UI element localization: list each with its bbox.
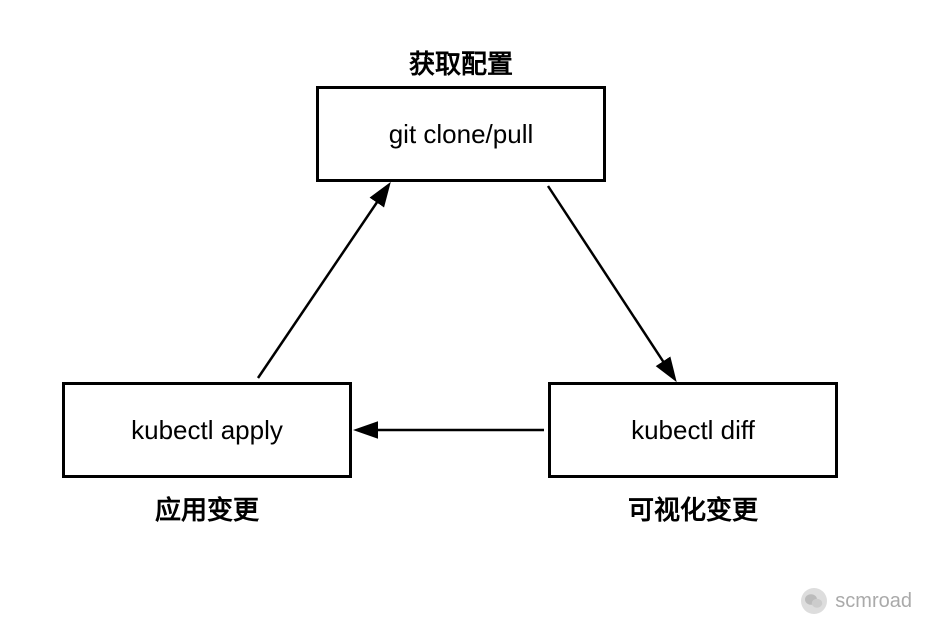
edge-git-to-diff — [548, 186, 674, 378]
label-git: 获取配置 — [316, 44, 606, 81]
label-apply: 应用变更 — [62, 490, 352, 527]
node-apply-text: kubectl apply — [131, 415, 283, 446]
watermark: scmroad — [801, 588, 912, 614]
label-diff: 可视化变更 — [548, 490, 838, 527]
wechat-icon — [801, 588, 827, 614]
edge-apply-to-git — [258, 186, 388, 378]
node-git: git clone/pull — [316, 86, 606, 182]
watermark-text: scmroad — [835, 590, 912, 613]
node-diff-text: kubectl diff — [631, 415, 755, 446]
node-apply: kubectl apply — [62, 382, 352, 478]
node-diff: kubectl diff — [548, 382, 838, 478]
node-git-text: git clone/pull — [389, 119, 534, 150]
